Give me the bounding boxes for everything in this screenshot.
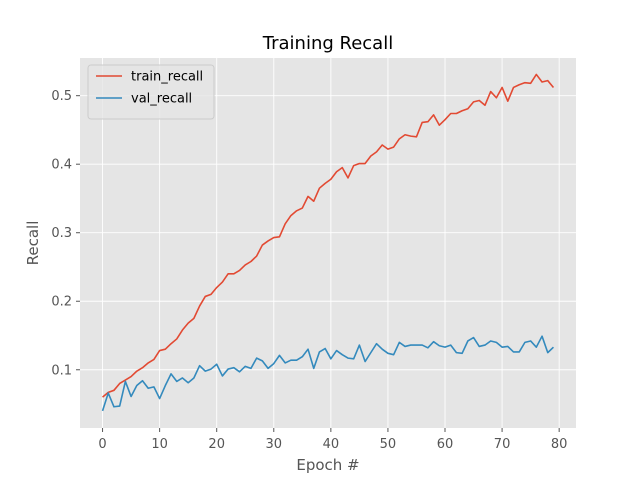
y-tick-label: 0.3 [51,226,72,241]
chart-title: Training Recall [262,33,393,54]
series-line-val_recall [101,335,555,412]
y-axis-label: Recall [24,221,42,266]
ticks: 0 10 20 30 40 50 60 70 80 0.1 0.2 0.3 0.4 0.5 [51,89,567,452]
series-layer [101,73,555,412]
x-tick-label: 10 [151,437,168,452]
legend-label: val_recall [131,92,192,107]
x-tick-label: 50 [380,437,397,452]
plot-area [80,58,576,428]
y-tick-label: 0.1 [51,363,72,378]
y-tick-label: 0.4 [51,158,72,173]
x-axis-label: Epoch # [296,456,359,474]
x-tick-label: 30 [266,437,283,452]
legend-box [87,64,215,120]
x-tick-label: 0 [98,437,106,452]
legend: train_recall val_recall [87,64,215,120]
legend-label: train_recall [131,70,203,85]
series-line-train_recall [102,73,555,398]
y-tick-label: 0.2 [51,295,72,310]
x-tick-label: 60 [437,437,454,452]
x-tick-label: 20 [208,437,225,452]
grid [80,58,576,428]
x-tick-label: 40 [323,437,340,452]
x-tick-label: 70 [494,437,511,452]
x-tick-label: 80 [551,437,568,452]
y-tick-label: 0.5 [51,89,72,104]
